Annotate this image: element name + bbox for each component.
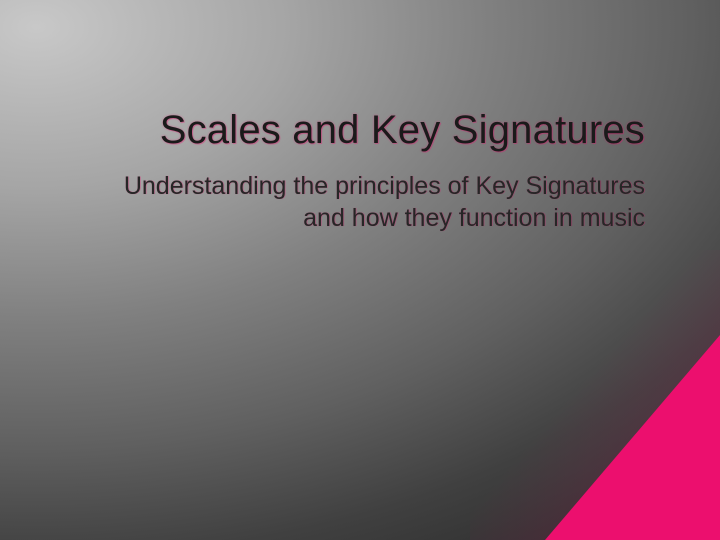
slide-subtitle: Understanding the principles of Key Sign… [105,170,645,234]
slide-title: Scales and Key Signatures [105,108,645,153]
slide: Scales and Key Signatures Understanding … [0,0,720,540]
accent-triangle [545,335,720,540]
